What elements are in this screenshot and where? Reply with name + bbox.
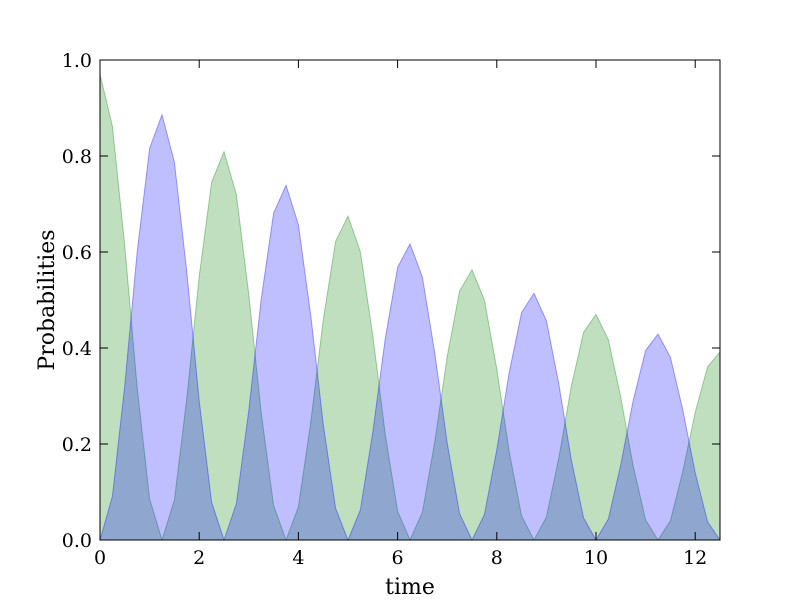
y-axis-label: Probabilities [35, 229, 60, 370]
y-tick-label: 1.0 [62, 50, 92, 72]
y-tick-label: 0.4 [62, 338, 92, 360]
y-tick-label: 0.2 [62, 434, 92, 456]
x-tick-label: 8 [491, 547, 503, 569]
x-tick-label: 10 [584, 547, 608, 569]
y-tick-label: 0.8 [62, 146, 92, 168]
area [99, 74, 721, 542]
plot-frame [99, 59, 721, 541]
x-tick-label: 6 [392, 547, 404, 569]
x-tick-label: 12 [683, 547, 707, 569]
y-tick-label: 0.0 [62, 530, 92, 552]
x-axis-label: time [385, 575, 435, 600]
x-tick-label: 2 [193, 547, 205, 569]
x-tick-label: 4 [292, 547, 304, 569]
area [99, 113, 721, 542]
y-tick-label: 0.6 [62, 242, 92, 264]
x-tick-label: 0 [94, 547, 106, 569]
